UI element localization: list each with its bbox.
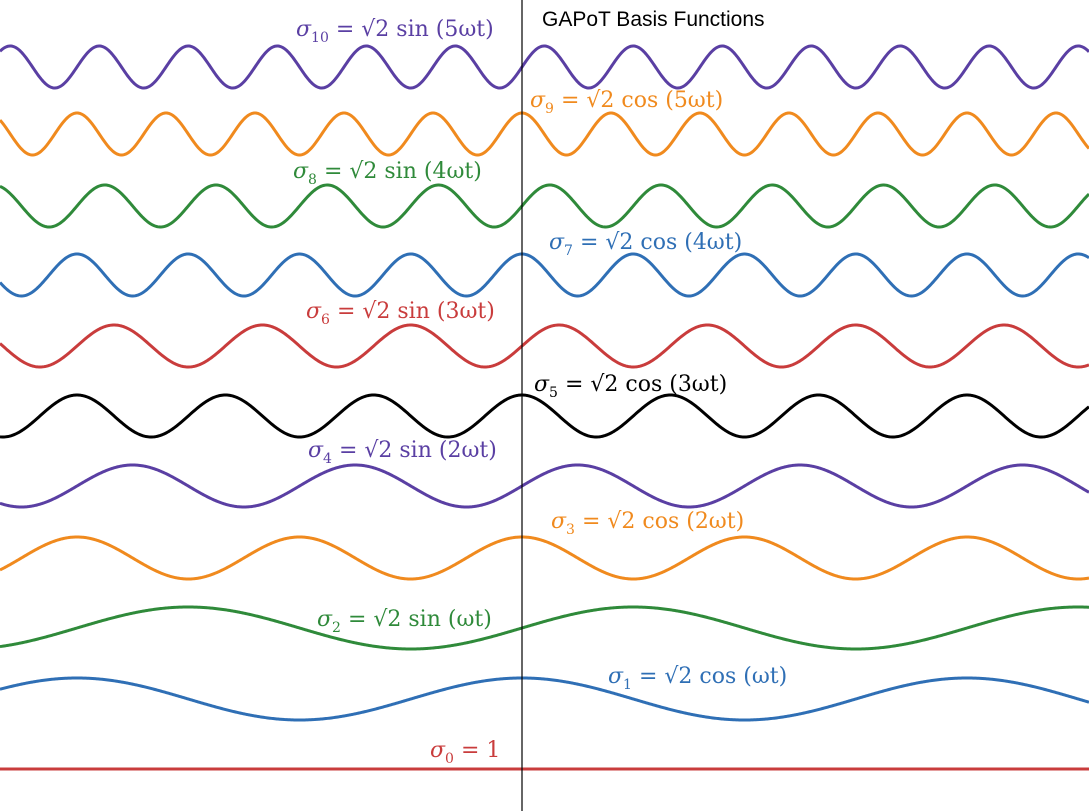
wave-σ7 (0, 252, 1089, 298)
label-σ10: σ10 = √2 sin (5ωt) (296, 17, 494, 46)
label-σ0: σ0 = 1 (430, 738, 500, 767)
wave-σ4 (0, 463, 1089, 509)
wave-σ9 (0, 111, 1089, 157)
wave-σ10 (0, 44, 1089, 90)
wave-σ2 (0, 605, 1089, 651)
label-σ5: σ5 = √2 cos (3ωt) (534, 372, 727, 401)
wave-σ6 (0, 323, 1089, 369)
waveforms (0, 44, 1089, 771)
wave-σ5 (0, 393, 1089, 439)
label-σ9: σ9 = √2 cos (5ωt) (530, 88, 723, 117)
wave-σ8 (0, 183, 1089, 229)
label-σ4: σ4 = √2 sin (2ωt) (308, 438, 497, 467)
label-σ8: σ8 = √2 sin (4ωt) (293, 159, 482, 188)
label-σ3: σ3 = √2 cos (2ωt) (551, 509, 744, 538)
wave-σ3 (0, 535, 1089, 581)
equation-labels: σ10 = √2 sin (5ωt) σ9 = √2 cos (5ωt) σ8 = … (293, 17, 787, 767)
diagram-title: GAPoT Basis Functions (542, 8, 765, 31)
label-σ1: σ1 = √2 cos (ωt) (608, 664, 787, 693)
label-σ2: σ2 = √2 sin (ωt) (317, 607, 492, 636)
label-σ6: σ6 = √2 sin (3ωt) (306, 299, 495, 328)
wave-σ1 (0, 676, 1089, 722)
label-σ7: σ7 = √2 cos (4ωt) (549, 230, 742, 259)
